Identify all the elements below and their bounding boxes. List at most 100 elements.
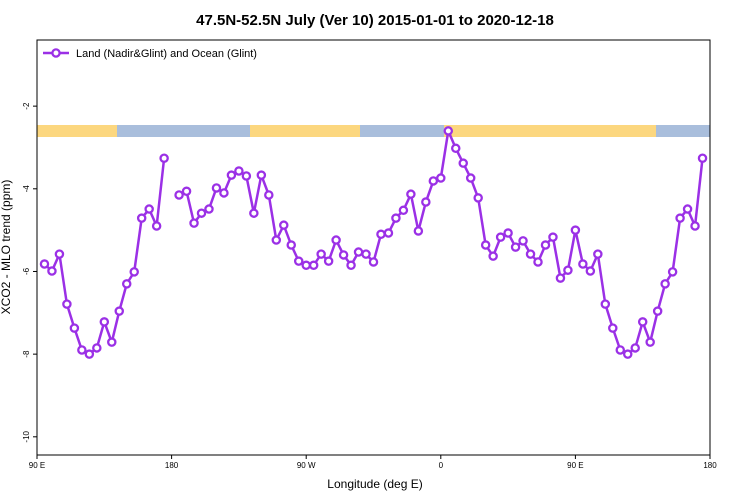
data-point bbox=[99, 317, 110, 327]
data-point bbox=[473, 193, 483, 203]
data-point bbox=[226, 170, 237, 180]
y-tick-label: -8 bbox=[22, 350, 31, 358]
data-point bbox=[181, 186, 192, 197]
x-tick-label: 90 E bbox=[29, 461, 45, 470]
data-point bbox=[652, 306, 663, 316]
data-point bbox=[264, 190, 274, 200]
data-point bbox=[316, 249, 326, 259]
data-point bbox=[308, 260, 319, 271]
data-point bbox=[39, 259, 50, 269]
data-point bbox=[107, 337, 117, 347]
data-point bbox=[241, 171, 252, 181]
data-point bbox=[256, 170, 267, 180]
data-point bbox=[495, 232, 506, 242]
data-point bbox=[69, 323, 80, 333]
data-point bbox=[323, 256, 334, 266]
data-point bbox=[488, 251, 498, 261]
x-tick-label: 180 bbox=[165, 461, 179, 470]
data-point bbox=[675, 213, 685, 223]
data-point bbox=[144, 204, 154, 214]
data-point bbox=[54, 249, 65, 259]
data-point bbox=[518, 236, 528, 246]
data-point bbox=[451, 143, 461, 154]
data-point bbox=[615, 345, 626, 355]
data-point bbox=[510, 242, 521, 252]
data-point bbox=[593, 249, 603, 259]
data-point bbox=[279, 220, 289, 230]
data-point bbox=[159, 153, 169, 163]
data-point bbox=[630, 343, 640, 353]
data-point bbox=[376, 229, 386, 240]
y-tick-label: -2 bbox=[22, 102, 31, 110]
data-point bbox=[47, 266, 57, 276]
data-point bbox=[608, 323, 618, 333]
data-point bbox=[346, 260, 356, 271]
data-point bbox=[406, 189, 416, 199]
data-point bbox=[465, 173, 476, 183]
x-tick-label: 0 bbox=[439, 461, 444, 470]
land-band bbox=[444, 125, 656, 137]
data-point bbox=[196, 208, 207, 218]
legend-label: Land (Nadir&Glint) and Ocean (Glint) bbox=[76, 48, 257, 60]
data-point bbox=[219, 188, 229, 198]
data-point bbox=[637, 317, 648, 327]
y-tick-label: -4 bbox=[22, 185, 31, 193]
data-point bbox=[525, 249, 536, 259]
data-point bbox=[77, 345, 87, 355]
data-point bbox=[540, 240, 551, 250]
data-point bbox=[660, 279, 670, 289]
data-point bbox=[136, 213, 147, 223]
data-point bbox=[62, 299, 72, 309]
data-point bbox=[443, 126, 454, 136]
data-point bbox=[570, 225, 581, 235]
data-point bbox=[114, 306, 125, 316]
data-point bbox=[480, 240, 491, 250]
data-point bbox=[271, 235, 282, 245]
data-point bbox=[151, 221, 162, 231]
y-tick-label: -6 bbox=[22, 267, 31, 275]
x-tick-label: 180 bbox=[703, 461, 717, 470]
data-point bbox=[368, 257, 379, 267]
data-point bbox=[353, 247, 364, 257]
data-point bbox=[383, 228, 394, 238]
data-point bbox=[211, 183, 222, 193]
data-point bbox=[331, 235, 341, 245]
data-point bbox=[503, 228, 513, 238]
y-axis-label: XCO2 - MLO trend (ppm) bbox=[0, 180, 13, 315]
data-point bbox=[189, 218, 199, 228]
data-point bbox=[578, 259, 588, 269]
x-tick-label: 90 E bbox=[567, 461, 583, 470]
data-point bbox=[301, 260, 311, 271]
land-ocean-strip bbox=[37, 125, 710, 137]
land-band bbox=[37, 125, 117, 137]
data-point bbox=[391, 213, 401, 223]
data-point bbox=[667, 267, 678, 277]
data-point bbox=[690, 221, 700, 231]
x-tick-label: 90 W bbox=[297, 461, 316, 470]
data-point bbox=[249, 208, 259, 218]
data-point bbox=[121, 279, 132, 289]
series-line bbox=[178, 126, 704, 356]
data-point bbox=[204, 204, 214, 214]
data-point bbox=[338, 250, 349, 260]
x-axis-label: Longitude (deg E) bbox=[327, 477, 422, 491]
data-point bbox=[563, 265, 573, 275]
plot-frame bbox=[36, 39, 711, 456]
data-point bbox=[421, 197, 431, 207]
data-point bbox=[697, 153, 708, 163]
data-point bbox=[398, 205, 409, 216]
data-point bbox=[234, 166, 244, 176]
data-point bbox=[428, 176, 439, 186]
data-point bbox=[413, 226, 424, 236]
data-point bbox=[555, 273, 566, 283]
data-point bbox=[682, 204, 693, 214]
data-point bbox=[361, 249, 371, 259]
data-point bbox=[84, 349, 95, 359]
land-band bbox=[250, 125, 360, 137]
chart-title: 47.5N-52.5N July (Ver 10) 2015-01-01 to … bbox=[196, 12, 554, 29]
data-point bbox=[585, 266, 596, 276]
data-point bbox=[129, 267, 139, 277]
legend-marker bbox=[51, 48, 61, 58]
data-point bbox=[458, 158, 468, 168]
